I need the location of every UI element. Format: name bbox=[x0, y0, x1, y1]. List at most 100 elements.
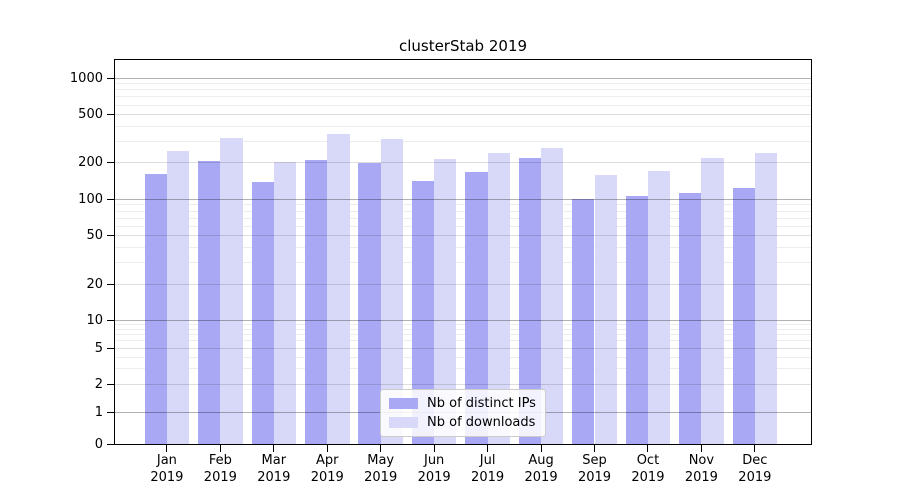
bar-downloads-apr bbox=[327, 134, 350, 444]
x-tick-year: 2019 bbox=[471, 469, 505, 485]
x-tick-year: 2019 bbox=[417, 469, 451, 485]
y-tick-label: 50 bbox=[86, 228, 103, 244]
minor-gridline bbox=[115, 329, 811, 331]
x-tick-label-jul: Jul 2019 bbox=[453, 452, 523, 486]
minor-gridline bbox=[115, 324, 811, 326]
x-tick-year: 2019 bbox=[738, 469, 772, 485]
minor-gridline bbox=[115, 96, 811, 98]
major-gridline bbox=[115, 198, 811, 200]
y-tick-mark bbox=[107, 235, 114, 237]
y-tick-mark bbox=[107, 162, 114, 164]
y-tick-mark bbox=[107, 198, 114, 200]
x-tick-year: 2019 bbox=[150, 469, 184, 485]
minor-gridline bbox=[115, 210, 811, 212]
x-tick-year: 2019 bbox=[364, 469, 398, 485]
y-tick-label: 1 bbox=[94, 404, 103, 420]
bar-distinct-ips-dec bbox=[732, 188, 755, 444]
bar-distinct-ips-may bbox=[358, 162, 381, 444]
bar-downloads-sep bbox=[594, 175, 617, 444]
x-tick-mark bbox=[754, 445, 756, 452]
minor-gridline bbox=[115, 141, 811, 143]
x-tick-mark bbox=[166, 445, 168, 452]
x-tick-month: Nov bbox=[688, 452, 715, 468]
mid-gridline bbox=[115, 235, 811, 237]
bar-distinct-ips-nov bbox=[679, 192, 702, 444]
y-tick-mark bbox=[107, 77, 114, 79]
x-tick-year: 2019 bbox=[631, 469, 665, 485]
y-tick-mark bbox=[107, 347, 114, 349]
mid-gridline bbox=[115, 162, 811, 164]
bar-downloads-jan bbox=[166, 151, 190, 444]
minor-gridline bbox=[115, 217, 811, 219]
x-tick-label-jun: Jun 2019 bbox=[399, 452, 469, 486]
x-tick-mark bbox=[273, 445, 275, 452]
x-tick-label-oct: Oct 2019 bbox=[613, 452, 683, 486]
y-tick-mark bbox=[107, 444, 114, 445]
bar-distinct-ips-jul bbox=[465, 172, 488, 444]
bar-downloads-oct bbox=[647, 170, 671, 444]
x-tick-label-jan: Jan 2019 bbox=[132, 452, 202, 486]
x-tick-month: May bbox=[367, 452, 395, 468]
x-tick-month: Apr bbox=[316, 452, 339, 468]
y-tick-label: 200 bbox=[78, 155, 103, 171]
legend-item-downloads: Nb of downloads bbox=[389, 414, 537, 430]
x-tick-mark bbox=[487, 445, 489, 452]
legend-swatch-distinct-ips bbox=[389, 398, 418, 409]
mid-gridline bbox=[115, 114, 811, 116]
x-tick-label-mar: Mar 2019 bbox=[239, 452, 309, 486]
x-tick-mark bbox=[700, 445, 702, 452]
x-tick-year: 2019 bbox=[203, 469, 237, 485]
x-tick-month: Jul bbox=[479, 452, 496, 468]
x-tick-mark bbox=[380, 445, 382, 452]
mid-gridline bbox=[115, 347, 811, 349]
bar-distinct-ips-apr bbox=[304, 160, 328, 444]
legend-label-downloads: Nb of downloads bbox=[427, 414, 536, 430]
x-tick-month: Dec bbox=[742, 452, 768, 468]
minor-gridline bbox=[115, 356, 811, 358]
bar-distinct-ips-jan bbox=[144, 173, 167, 444]
bar-distinct-ips-oct bbox=[625, 195, 648, 444]
y-tick-label: 100 bbox=[78, 191, 103, 207]
y-tick-mark bbox=[107, 320, 114, 322]
minor-gridline bbox=[115, 83, 811, 85]
x-tick-month: Jan bbox=[156, 452, 177, 468]
x-tick-label-feb: Feb 2019 bbox=[185, 452, 255, 486]
x-tick-label-dec: Dec 2019 bbox=[720, 452, 790, 486]
y-tick-label: 20 bbox=[86, 276, 103, 292]
y-tick-mark bbox=[107, 114, 114, 116]
minor-gridline bbox=[115, 340, 811, 342]
bar-distinct-ips-aug bbox=[518, 157, 542, 444]
chart-title: clusterStab 2019 bbox=[398, 37, 528, 55]
x-tick-month: Mar bbox=[261, 452, 287, 468]
bar-distinct-ips-sep bbox=[572, 199, 595, 444]
bar-distinct-ips-jun bbox=[411, 180, 435, 444]
bar-downloads-may bbox=[380, 138, 403, 444]
x-tick-label-sep: Sep 2019 bbox=[560, 452, 630, 486]
bar-distinct-ips-feb bbox=[198, 161, 221, 444]
x-tick-year: 2019 bbox=[684, 469, 718, 485]
legend: Nb of distinct IPs Nb of downloads bbox=[380, 389, 546, 437]
bar-downloads-dec bbox=[754, 153, 778, 444]
x-tick-year: 2019 bbox=[577, 469, 612, 485]
legend-item-distinct-ips: Nb of distinct IPs bbox=[389, 396, 537, 411]
x-tick-year: 2019 bbox=[257, 469, 291, 485]
x-tick-month: Feb bbox=[208, 452, 232, 468]
y-tick-label: 500 bbox=[78, 107, 103, 123]
x-tick-mark bbox=[326, 445, 328, 452]
y-tick-label: 10 bbox=[86, 313, 103, 329]
minor-gridline bbox=[115, 89, 811, 91]
x-tick-mark bbox=[594, 445, 595, 452]
x-tick-month: Jun bbox=[423, 452, 445, 468]
x-tick-mark bbox=[647, 445, 649, 452]
bar-downloads-mar bbox=[273, 162, 297, 444]
x-tick-year: 2019 bbox=[524, 469, 558, 485]
x-tick-label-nov: Nov 2019 bbox=[666, 452, 736, 486]
minor-gridline bbox=[115, 225, 811, 227]
minor-gridline bbox=[115, 125, 811, 127]
x-tick-label-may: May 2019 bbox=[346, 452, 416, 486]
legend-swatch-downloads bbox=[389, 417, 418, 428]
bar-downloads-nov bbox=[701, 158, 724, 444]
x-tick-month: Aug bbox=[528, 452, 554, 468]
